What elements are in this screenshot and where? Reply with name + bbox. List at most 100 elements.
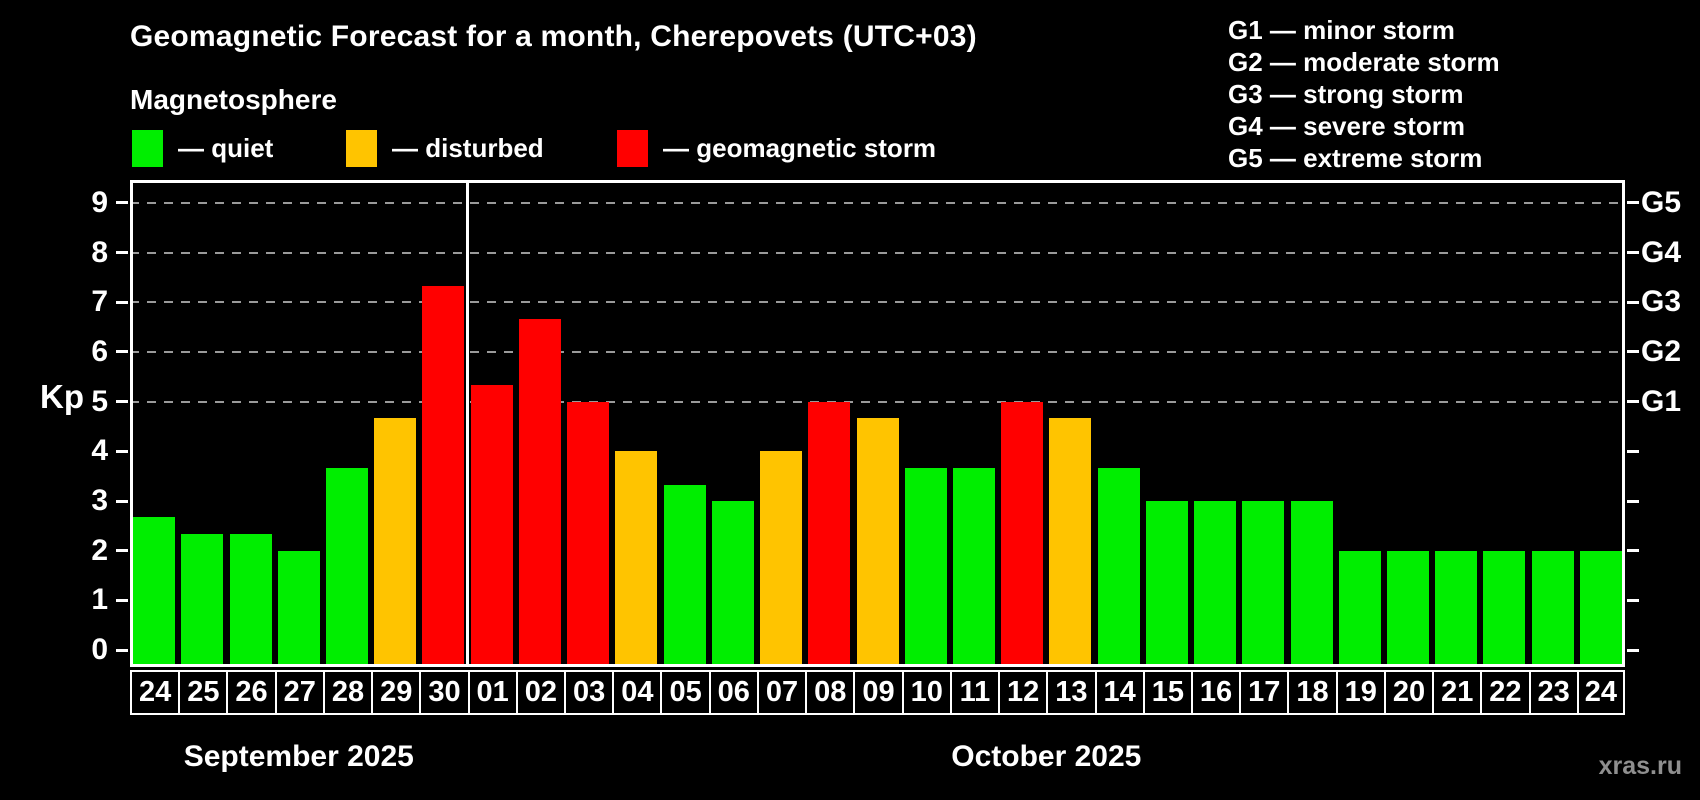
bar-october-16	[1194, 501, 1237, 667]
y-tick-left-9	[116, 201, 128, 205]
bar-october-24	[1579, 550, 1622, 667]
bar-october-17	[1242, 501, 1285, 667]
date-cell-3: 27	[274, 670, 325, 715]
bar-october-13	[1049, 418, 1092, 667]
y-tick-right-2	[1627, 549, 1639, 553]
y-axis-label: Kp	[40, 378, 84, 415]
y-tick-label-9: 9	[91, 185, 108, 219]
gridline-kp8	[130, 251, 1625, 254]
bar-october-18	[1290, 501, 1333, 667]
date-cell-7: 01	[467, 670, 518, 715]
watermark: xras.ru	[1598, 752, 1682, 780]
y-tick-right-9	[1627, 201, 1639, 205]
legend-item-disturbed: — disturbed	[346, 130, 544, 167]
bar-october-19	[1338, 550, 1381, 667]
date-cell-22: 16	[1190, 670, 1242, 715]
y-tick-label-7: 7	[91, 285, 108, 319]
date-cell-24: 18	[1287, 670, 1338, 715]
y-tick-left-5	[116, 400, 128, 404]
month-label-september: September 2025	[183, 740, 414, 773]
month-labels: September 2025 October 2025	[130, 740, 1625, 780]
bar-september-30	[422, 285, 465, 667]
plot-border-right	[1622, 180, 1625, 667]
bar-september-27	[277, 550, 320, 667]
date-cell-28: 22	[1480, 670, 1531, 715]
legend-item-storm: — geomagnetic storm	[617, 130, 936, 167]
bar-october-09	[856, 418, 899, 667]
bar-september-24	[133, 517, 176, 667]
bar-october-23	[1531, 550, 1574, 667]
gridline-kp6	[130, 350, 1625, 353]
storm-scale-legend: G1 — minor storm G2 — moderate storm G3 — …	[1228, 14, 1500, 174]
bar-october-08	[808, 401, 851, 667]
date-cell-8: 02	[515, 670, 567, 715]
gridline-kp5	[130, 400, 1625, 403]
date-cell-2: 26	[226, 670, 277, 715]
month-label-october: October 2025	[951, 740, 1142, 773]
bar-october-01	[470, 385, 513, 667]
plot-border-top	[130, 180, 1625, 183]
g-scale-label-g2: G2	[1641, 334, 1682, 368]
bar-october-12	[1001, 401, 1044, 667]
storm-scale-line-2: G2 — moderate storm	[1228, 47, 1500, 77]
bar-october-10	[904, 467, 947, 667]
bar-october-07	[760, 451, 803, 667]
y-tick-label-3: 3	[91, 484, 108, 518]
month-separator	[466, 180, 470, 667]
date-cell-29: 23	[1528, 670, 1579, 715]
y-tick-label-0: 0	[91, 633, 108, 667]
date-cell-21: 15	[1142, 670, 1193, 715]
bar-september-28	[326, 467, 369, 667]
date-cell-6: 30	[419, 670, 470, 715]
date-cell-12: 06	[708, 670, 759, 715]
y-tick-right-5	[1627, 400, 1639, 404]
y-tick-left-0	[116, 648, 128, 652]
g-scale-label-g1: G1	[1641, 384, 1682, 418]
legend-label-disturbed: — disturbed	[392, 133, 544, 163]
y-tick-left-2	[116, 549, 128, 553]
y-tick-right-3	[1627, 499, 1639, 503]
bar-october-03	[567, 401, 610, 667]
y-tick-left-1	[116, 598, 128, 602]
y-tick-right-0	[1627, 648, 1639, 652]
bar-october-20	[1386, 550, 1429, 667]
y-tick-right-6	[1627, 350, 1639, 354]
y-tick-label-8: 8	[91, 235, 108, 269]
date-cell-16: 10	[901, 670, 952, 715]
plot-border-bottom	[130, 664, 1625, 667]
date-cell-19: 13	[1046, 670, 1097, 715]
y-tick-label-5: 5	[91, 384, 108, 418]
date-cell-27: 21	[1432, 670, 1483, 715]
date-cell-13: 07	[756, 670, 808, 715]
bar-october-04	[615, 451, 658, 667]
bar-october-14	[1097, 467, 1140, 667]
legend-label-quiet: — quiet	[178, 133, 274, 163]
y-tick-left-8	[116, 251, 128, 255]
date-cell-1: 25	[178, 670, 229, 715]
gridline-kp7	[130, 301, 1625, 304]
date-cell-0: 24	[130, 670, 181, 715]
date-cell-15: 09	[853, 670, 904, 715]
y-tick-right-4	[1627, 449, 1639, 453]
storm-scale-line-3: G3 — strong storm	[1228, 79, 1464, 109]
g-scale-label-g3: G3	[1641, 285, 1682, 319]
bar-october-21	[1435, 550, 1478, 667]
bar-october-22	[1483, 550, 1526, 667]
date-cell-30: 24	[1576, 670, 1625, 715]
page-title: Geomagnetic Forecast for a month, Cherep…	[130, 20, 977, 53]
legend-swatch-disturbed-icon	[346, 130, 377, 167]
legend-swatch-storm-icon	[617, 130, 648, 167]
y-tick-right-1	[1627, 598, 1639, 602]
date-cell-18: 12	[998, 670, 1049, 715]
date-cell-14: 08	[805, 670, 856, 715]
legend-label-storm: — geomagnetic storm	[663, 133, 937, 163]
y-tick-right-7	[1627, 300, 1639, 304]
date-cell-25: 19	[1335, 670, 1386, 715]
bar-october-15	[1145, 501, 1188, 667]
y-tick-label-4: 4	[91, 434, 108, 468]
y-tick-right-8	[1627, 251, 1639, 255]
bar-october-06	[711, 501, 754, 667]
bar-october-02	[518, 318, 561, 667]
date-cell-11: 05	[660, 670, 711, 715]
